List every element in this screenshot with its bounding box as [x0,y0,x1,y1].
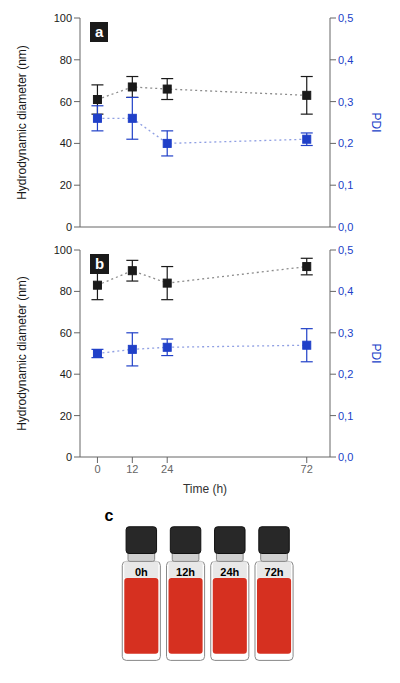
svg-text:0,2: 0,2 [338,137,353,149]
html-text:a: a [95,23,104,40]
svg-text:Time (h): Time (h) [183,482,227,496]
svg-text:0,0: 0,0 [338,221,353,233]
svg-text:80: 80 [60,285,72,297]
svg-text:0,1: 0,1 [338,179,353,191]
svg-text:24: 24 [161,463,173,475]
svg-text:24h: 24h [220,566,239,578]
svg-text:100: 100 [54,244,72,256]
svg-text:72: 72 [301,463,313,475]
svg-text:20: 20 [60,179,72,191]
svg-text:0,2: 0,2 [338,368,353,380]
svg-text:0,0: 0,0 [338,451,353,463]
svg-text:60: 60 [60,96,72,108]
svg-text:40: 40 [60,368,72,380]
svg-text:0h: 0h [135,566,148,578]
svg-text:40: 40 [60,137,72,149]
svg-text:PDI: PDI [369,112,383,132]
svg-text:0: 0 [66,221,72,233]
svg-text:0,3: 0,3 [338,96,353,108]
html-text:b: b [95,255,105,272]
svg-text:0,3: 0,3 [338,327,353,339]
svg-text:Hydrodynamic diameter (nm): Hydrodynamic diameter (nm) [15,45,29,200]
svg-text:60: 60 [60,327,72,339]
svg-text:12h: 12h [176,566,195,578]
svg-text:0: 0 [66,451,72,463]
svg-text:0,4: 0,4 [338,285,353,297]
svg-text:80: 80 [60,54,72,66]
svg-text:100: 100 [54,12,72,24]
svg-text:12: 12 [126,463,138,475]
svg-text:PDI: PDI [369,343,383,363]
svg-text:20: 20 [60,410,72,422]
svg-text:0,4: 0,4 [338,54,353,66]
svg-text:Hydrodynamic diameter (nm): Hydrodynamic diameter (nm) [15,276,29,431]
svg-text:0,5: 0,5 [338,12,353,24]
svg-text:72h: 72h [265,566,284,578]
svg-text:c: c [104,507,113,524]
svg-text:0,5: 0,5 [338,244,353,256]
svg-text:0,1: 0,1 [338,410,353,422]
svg-text:0: 0 [94,463,100,475]
